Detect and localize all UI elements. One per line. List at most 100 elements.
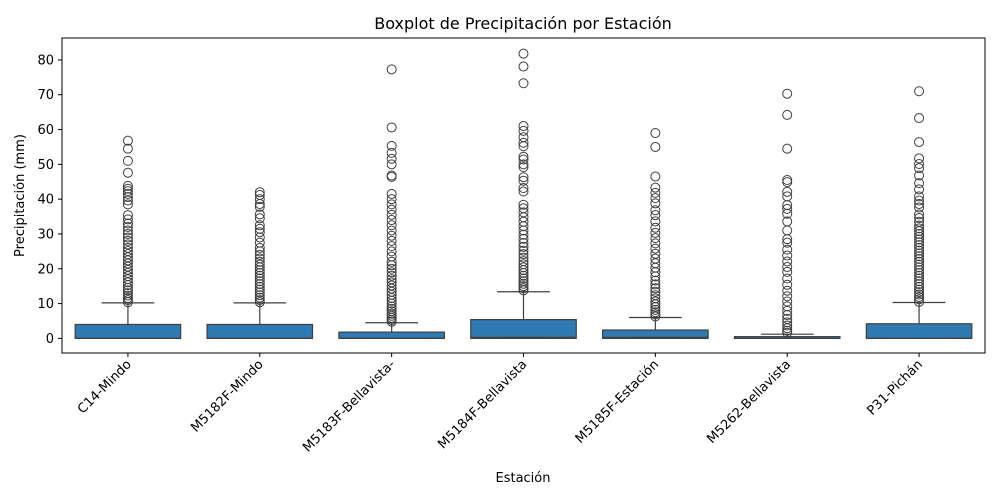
outlier-point-6-37 [914, 178, 925, 189]
outlier-point-6-10 [914, 270, 925, 281]
outlier-point-2-41 [386, 122, 397, 133]
outlier-point-6-6 [914, 281, 925, 292]
outlier-point-0-26 [122, 218, 133, 229]
outlier-point-6-29 [914, 216, 925, 227]
box-group-0 [74, 135, 182, 339]
outlier-point-0-29 [122, 199, 133, 210]
outlier-point-6-15 [914, 256, 925, 267]
outlier-point-0-20 [122, 239, 133, 250]
outlier-point-0-23 [122, 228, 133, 239]
y-tick-label-1: 10 [37, 297, 54, 312]
outlier-point-3-13 [518, 249, 529, 260]
outlier-point-5-27 [782, 186, 793, 197]
outlier-point-4-7 [650, 293, 661, 304]
y-tick-label-6: 60 [37, 123, 54, 138]
outlier-point-4-18 [650, 248, 661, 259]
outlier-point-2-5 [386, 306, 397, 317]
outlier-point-4-3 [650, 304, 661, 315]
outlier-point-6-40 [914, 159, 925, 169]
outlier-point-4-28 [650, 193, 661, 204]
outlier-point-2-22 [386, 251, 397, 262]
outlier-point-1-2 [254, 292, 265, 303]
outlier-point-5-26 [782, 191, 793, 202]
outlier-point-0-33 [122, 186, 133, 197]
outlier-point-4-25 [650, 210, 661, 221]
outlier-point-0-34 [122, 183, 133, 194]
outlier-point-3-33 [518, 151, 529, 162]
outlier-point-6-32 [914, 202, 925, 213]
outlier-point-6-36 [914, 184, 925, 195]
outlier-point-6-17 [914, 251, 925, 262]
outlier-point-5-19 [782, 237, 793, 248]
outlier-point-2-19 [386, 263, 397, 274]
outlier-point-3-10 [518, 259, 529, 270]
y-axis-title: Precipitación (mm) [13, 134, 28, 257]
outlier-point-0-38 [122, 143, 133, 154]
outlier-point-1-11 [254, 267, 265, 278]
x-axis-title: Estación [495, 471, 550, 486]
outlier-point-3-38 [518, 121, 529, 132]
outlier-point-6-3 [914, 289, 925, 300]
box-group-3 [470, 48, 577, 339]
outlier-point-1-15 [254, 256, 265, 267]
outlier-point-6-44 [914, 86, 925, 97]
outlier-point-0-22 [122, 232, 133, 243]
outlier-point-4-30 [650, 182, 661, 193]
outlier-point-1-19 [254, 242, 265, 253]
outlier-point-2-36 [386, 170, 397, 181]
outlier-point-0-18 [122, 246, 133, 257]
outlier-point-3-5 [518, 273, 529, 284]
outlier-point-6-22 [914, 237, 925, 248]
outlier-point-6-39 [914, 163, 925, 174]
outlier-point-1-22 [254, 227, 265, 238]
outlier-point-3-18 [518, 229, 529, 240]
outlier-point-4-23 [650, 222, 661, 233]
outlier-point-0-37 [122, 155, 133, 166]
y-tick-label-8: 80 [37, 53, 54, 68]
box-group-1 [206, 187, 314, 339]
outlier-point-3-36 [518, 132, 529, 143]
outlier-point-3-26 [518, 186, 529, 197]
outlier-point-5-8 [782, 301, 793, 312]
outlier-point-4-11 [650, 279, 661, 290]
outlier-point-3-25 [518, 199, 529, 210]
outlier-point-3-37 [518, 125, 529, 136]
outlier-point-2-7 [386, 301, 397, 312]
outlier-point-5-9 [782, 296, 793, 307]
outlier-point-6-18 [914, 248, 925, 259]
outlier-point-6-19 [914, 245, 925, 256]
outlier-point-5-15 [782, 262, 793, 273]
outlier-point-1-1 [254, 295, 265, 306]
outlier-point-4-12 [650, 275, 661, 286]
outlier-point-1-27 [254, 201, 265, 212]
outlier-point-3-27 [518, 183, 529, 194]
outlier-point-1-26 [254, 209, 265, 220]
outlier-point-3-3 [518, 278, 529, 289]
outlier-point-6-5 [914, 284, 925, 295]
outlier-point-4-10 [650, 283, 661, 294]
outlier-point-1-9 [254, 273, 265, 284]
outlier-point-6-43 [914, 113, 925, 124]
outlier-point-2-37 [386, 159, 397, 170]
y-tick-label-3: 30 [37, 227, 54, 242]
outlier-point-5-12 [782, 279, 793, 290]
outlier-point-6-31 [914, 209, 925, 220]
box-4 [602, 329, 709, 339]
outlier-point-6-11 [914, 267, 925, 278]
outlier-point-1-29 [254, 194, 265, 205]
outlier-point-3-15 [518, 241, 529, 252]
outlier-point-1-31 [254, 187, 265, 198]
outlier-point-0-36 [122, 167, 133, 178]
outlier-point-6-34 [914, 195, 925, 206]
box-0 [74, 323, 182, 339]
outlier-point-3-35 [518, 137, 529, 148]
outlier-point-4-29 [650, 187, 661, 198]
outlier-point-6-27 [914, 223, 925, 234]
outlier-point-6-1 [914, 294, 925, 305]
outlier-point-6-24 [914, 231, 925, 242]
outlier-point-4-24 [650, 216, 661, 227]
outlier-point-2-27 [386, 225, 397, 236]
outlier-point-1-12 [254, 265, 265, 276]
outlier-point-5-4 [782, 317, 793, 328]
outlier-point-2-25 [386, 235, 397, 246]
